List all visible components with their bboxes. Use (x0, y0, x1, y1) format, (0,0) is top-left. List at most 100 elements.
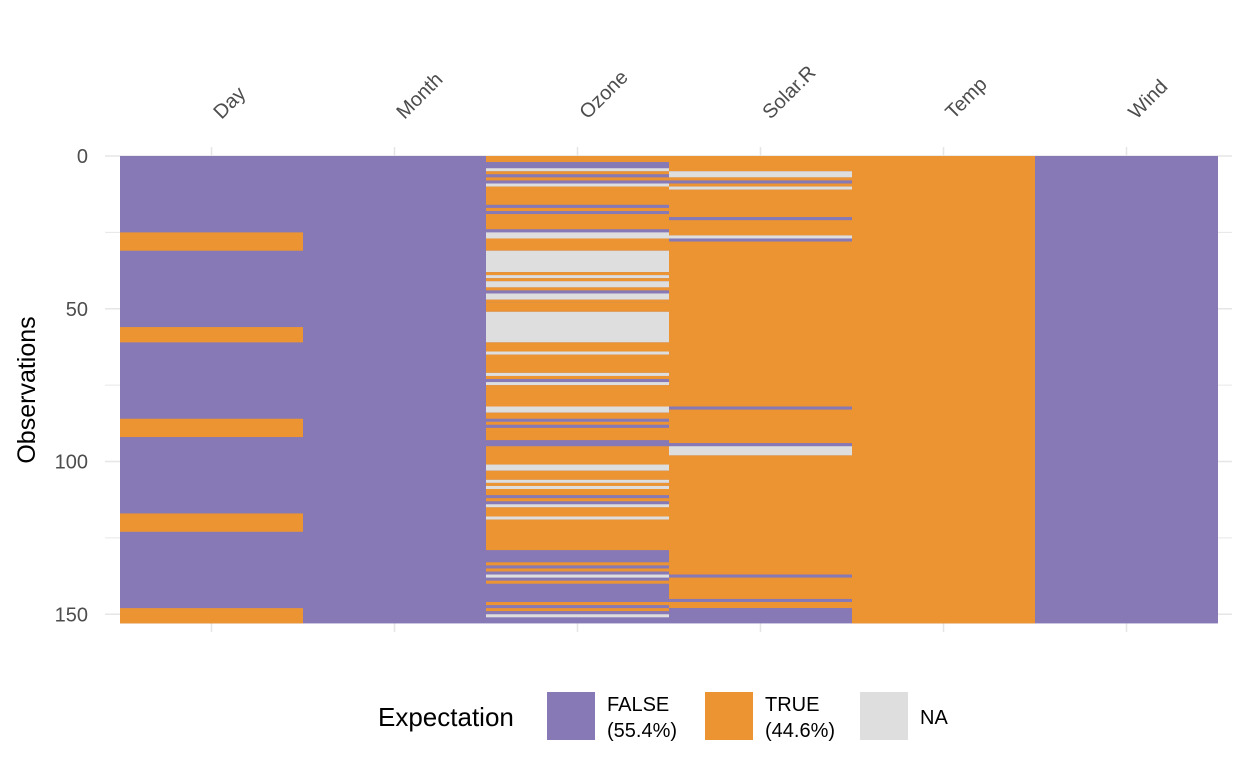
heatmap-cell (669, 602, 852, 609)
heatmap-cell (486, 302, 669, 312)
heatmap-cell (486, 232, 669, 239)
heatmap-cell (669, 180, 852, 184)
heatmap-cell (120, 327, 303, 343)
heatmap-cell (486, 183, 669, 187)
heatmap-cell (486, 250, 669, 273)
heatmap-cell (486, 281, 669, 288)
heatmap-cell (486, 311, 669, 343)
heatmap-cell (669, 409, 852, 444)
heatmap-cell (486, 519, 669, 551)
legend-swatch-false (547, 692, 595, 740)
legend: Expectation FALSE (55.4%) TRUE (44.6%) NA (378, 692, 948, 742)
heatmap-cell (486, 299, 669, 303)
heatmap-cell (486, 278, 669, 282)
x-tick-label: Ozone (575, 66, 632, 123)
heatmap-cell (669, 598, 852, 603)
legend-swatch-na (860, 692, 908, 740)
legend-label: NA (920, 707, 948, 729)
heatmap-cell (486, 516, 669, 520)
heatmap-cell (486, 562, 669, 566)
x-tick-label: Day (209, 83, 250, 124)
heatmap-cell (486, 204, 669, 208)
heatmap-cell (669, 238, 852, 242)
heatmap-cell (486, 464, 669, 471)
heatmap-cell (486, 482, 669, 486)
heatmap-column-month (303, 156, 486, 624)
heatmap-cell (486, 186, 669, 205)
heatmap-cell (486, 354, 669, 373)
heatmap-cell (852, 156, 1035, 624)
legend-percent: (44.6%) (765, 720, 835, 742)
heatmap-cell (669, 156, 852, 172)
heatmap-cell (486, 479, 669, 483)
heatmap-cell (486, 421, 669, 425)
heatmap-cell (669, 574, 852, 578)
heatmap-cell (486, 177, 669, 181)
heatmap-cell (120, 232, 303, 251)
heatmap-cell (486, 470, 669, 480)
heatmap-cell (486, 574, 669, 578)
heatmap-cell (486, 229, 669, 233)
heatmap-cell (669, 186, 852, 190)
x-tick-label: Temp (941, 73, 991, 123)
heatmap-cell (486, 485, 669, 489)
legend-label: TRUE (765, 694, 819, 716)
heatmap-cell (486, 168, 669, 172)
heatmap-cell (486, 424, 669, 428)
heatmap-cell (486, 406, 669, 413)
heatmap-cell (486, 238, 669, 251)
heatmap-cell (486, 614, 669, 618)
heatmap-cell (486, 156, 669, 163)
legend-percent: (55.4%) (607, 720, 677, 742)
heatmap-cell (486, 427, 669, 441)
heatmap-cell (669, 183, 852, 187)
heatmap-cell (486, 504, 669, 508)
heatmap-cell (669, 241, 852, 407)
heatmap-cell (486, 412, 669, 419)
heatmap-cell (486, 382, 669, 386)
heatmap-cell (486, 162, 669, 169)
heatmap-column-day (120, 156, 303, 624)
y-tick-label: 150 (55, 604, 88, 626)
heatmap-cell (669, 443, 852, 447)
heatmap-cell (486, 385, 669, 407)
x-axis-tick-labels: Day Month Ozone Solar.R Temp Wind (209, 62, 1172, 124)
heatmap-cell (669, 220, 852, 236)
y-tick-label: 100 (55, 452, 88, 474)
heatmap-cell (486, 290, 669, 294)
heatmap-cell (486, 568, 669, 572)
y-tick-label: 0 (77, 146, 88, 168)
heatmap-cell (669, 189, 852, 218)
heatmap-cell (486, 174, 669, 178)
heatmap-cell (486, 342, 669, 352)
y-axis-tick-labels: 0 50 100 150 (55, 146, 88, 626)
heatmap-cell (486, 608, 669, 612)
heatmap-cell (486, 275, 669, 279)
heatmap-cell (486, 207, 669, 211)
heatmap-cell (486, 351, 669, 355)
heatmap-cell (486, 293, 669, 300)
x-tick-label: Wind (1124, 76, 1172, 124)
heatmap-cell (120, 418, 303, 438)
heatmap-cell (120, 513, 303, 532)
heatmap-cell (669, 577, 852, 599)
heatmap-cell (486, 507, 669, 517)
heatmap-cell (486, 580, 669, 584)
heatmap-cell (120, 608, 303, 624)
heatmap-cell (669, 608, 852, 612)
heatmap-cell (669, 455, 852, 575)
heatmap-cell (486, 498, 669, 502)
heatmap-cell (486, 488, 669, 496)
heatmap-cell (486, 611, 669, 615)
heatmap-cell (669, 235, 852, 239)
legend-title: Expectation (378, 702, 514, 732)
heatmap-cell (669, 217, 852, 221)
x-tick-label: Month (392, 69, 447, 124)
heatmap-cell (669, 171, 852, 178)
heatmap-cell (669, 406, 852, 410)
heatmap-cell (486, 214, 669, 230)
heatmap-cell (486, 602, 669, 606)
heatmap-column-wind (1035, 156, 1218, 624)
y-axis-title: Observations (13, 316, 41, 463)
